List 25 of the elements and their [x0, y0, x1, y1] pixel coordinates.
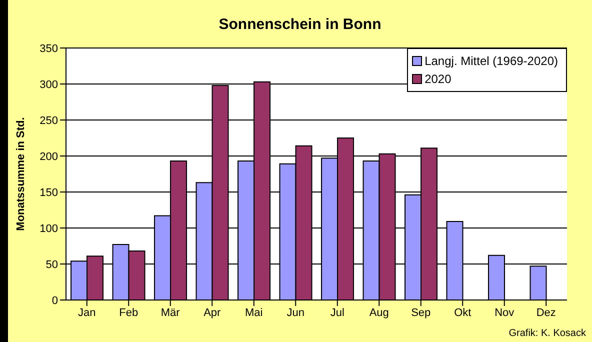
x-tick-label: Feb: [119, 306, 138, 319]
x-tick-label: Aug: [369, 306, 389, 319]
y-tick-label: 200: [40, 150, 58, 163]
chart-title: Sonnenschein in Bonn: [218, 16, 382, 33]
x-tick-label: Nov: [494, 306, 515, 319]
x-tick-label: Sep: [411, 306, 431, 319]
x-tick-label: Apr: [204, 306, 222, 319]
x-tick-label: Dez: [536, 306, 556, 319]
x-tick-label: Jan: [78, 306, 96, 319]
y-tick-label: 50: [46, 258, 58, 271]
x-tick-label: Jul: [330, 306, 344, 319]
y-tick-label: 100: [40, 222, 58, 235]
legend-label: 2020: [424, 72, 452, 86]
y-tick-label: 150: [40, 186, 58, 199]
y-tick-label: 250: [40, 114, 58, 127]
y-tick-label: 300: [40, 78, 58, 91]
y-tick-label: 350: [40, 42, 58, 55]
x-tick-label: Mai: [245, 306, 263, 319]
legend-label: Langj. Mittel (1969-2020): [424, 54, 558, 68]
x-tick-label: Okt: [454, 306, 472, 319]
x-tick-label: Mär: [160, 306, 180, 319]
y-tick-label: 0: [52, 294, 58, 307]
y-axis-title: Monatssumme in Std.: [14, 117, 27, 231]
x-tick-label: Jun: [286, 306, 304, 319]
text: Grafik: K. Kosack: [508, 328, 586, 339]
